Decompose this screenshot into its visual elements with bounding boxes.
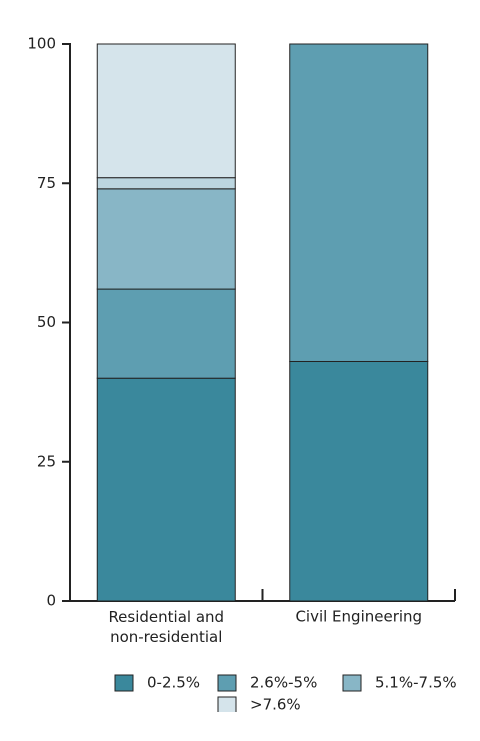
legend-swatch xyxy=(342,674,362,692)
legend-label: 5.1%-7.5% xyxy=(375,674,457,692)
legend-swatch xyxy=(217,696,237,712)
bar-segment xyxy=(96,177,236,190)
legend-label: 0-2.5% xyxy=(147,674,200,692)
legend-label: 2.6%-5% xyxy=(250,674,317,692)
bar-segment xyxy=(289,43,429,362)
y-tick-label: 0 xyxy=(46,592,56,610)
bar-segment xyxy=(96,43,236,179)
legend: 0-2.5% 2.6%-5% 5.1%-7.5% >7.6% xyxy=(114,674,457,714)
y-tick-label: 50 xyxy=(37,313,56,331)
x-tick-label: Civil Engineering xyxy=(295,608,422,626)
y-tick-label: 75 xyxy=(37,174,56,192)
plot-area: 0 25 50 75 100 Residential and non-residential… xyxy=(27,35,456,646)
y-tick-label: 25 xyxy=(37,452,56,470)
bar-segment xyxy=(289,360,429,602)
y-tick-label: 100 xyxy=(27,35,56,53)
legend-swatch xyxy=(114,674,134,692)
legend-swatch xyxy=(217,674,237,692)
bar-segment xyxy=(96,188,236,290)
bar-segment xyxy=(96,288,236,379)
bar-segment xyxy=(96,377,236,602)
x-tick-label: Residential and non-residential xyxy=(108,608,224,646)
legend-label: >7.6% xyxy=(250,696,301,714)
